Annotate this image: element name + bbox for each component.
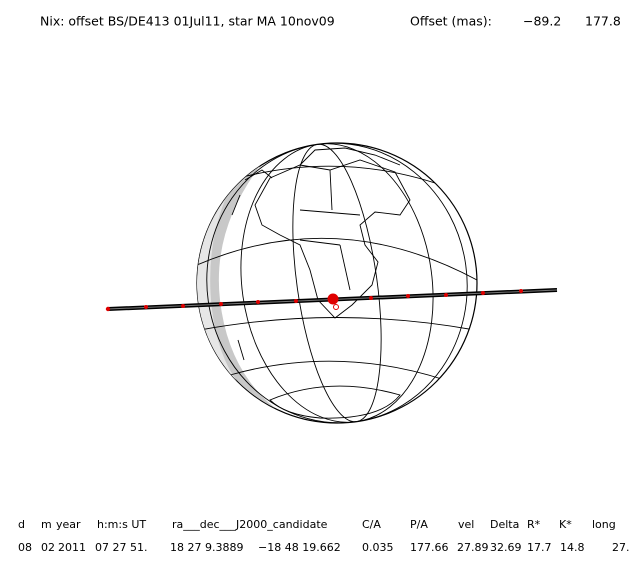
column-header: long <box>592 518 616 531</box>
column-header: d <box>18 518 25 531</box>
column-header: year <box>56 518 81 531</box>
table-cell: 0.035 <box>362 541 394 554</box>
table-cell: 02 <box>41 541 55 554</box>
column-header: K* <box>559 518 572 531</box>
table-cell: 32.69 <box>490 541 522 554</box>
globe <box>196 142 478 424</box>
table-cell: 07 27 51. <box>95 541 147 554</box>
column-header: ra___dec___J2000_candidate <box>172 518 328 531</box>
table-cell: 17.7 <box>527 541 552 554</box>
results-table: d m year h:m:s UT ra___dec___J2000_candidate… <box>18 518 630 554</box>
offset-value: 177.8 <box>585 14 621 29</box>
table-cell: 27. <box>612 541 630 554</box>
column-header: C/A <box>362 518 381 531</box>
shadow-path <box>105 288 558 312</box>
offset-value: −89.2 <box>523 14 561 29</box>
column-header: Delta <box>490 518 519 531</box>
offset-label: Offset (mas): <box>410 14 492 29</box>
column-header: P/A <box>410 518 428 531</box>
table-cell: −18 48 19.662 <box>258 541 341 554</box>
table-cell: 2011 <box>58 541 86 554</box>
table-cell: 18 27 9.3889 <box>170 541 243 554</box>
column-header: h:m:s UT <box>97 518 146 531</box>
table-cell: 08 <box>18 541 32 554</box>
table-cell: 27.89 <box>457 541 489 554</box>
column-header: vel <box>458 518 474 531</box>
column-header: m <box>41 518 52 531</box>
table-cell: 14.8 <box>560 541 585 554</box>
table-cell: 177.66 <box>410 541 449 554</box>
column-header: R* <box>527 518 541 531</box>
title: Nix: offset BS/DE413 01Jul11, star MA 10… <box>40 14 335 29</box>
